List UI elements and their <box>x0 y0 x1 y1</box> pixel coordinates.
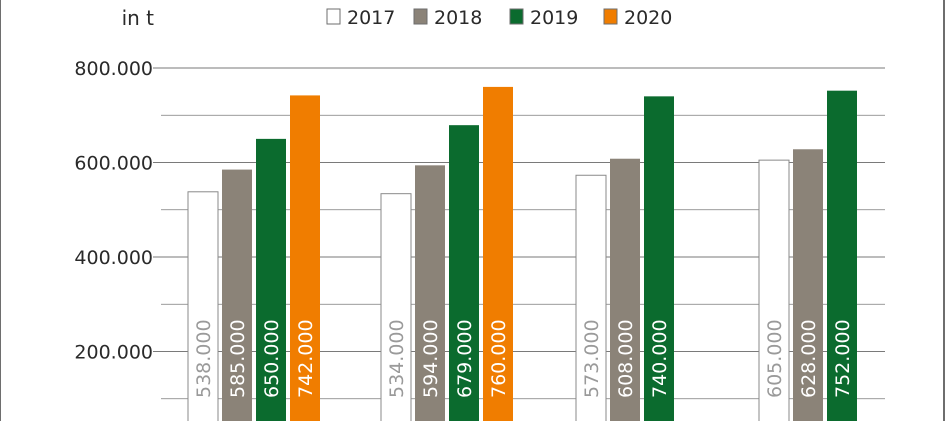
bar-value-label: 608.000 <box>615 319 637 398</box>
bar-value-label: 538.000 <box>193 319 215 398</box>
bar <box>644 96 674 421</box>
bar <box>610 158 640 421</box>
bar-value-label: 594.000 <box>420 319 442 398</box>
bar <box>290 95 320 421</box>
y-axis-label: in t <box>122 6 155 30</box>
y-tick-label: 800.000 <box>74 58 153 80</box>
bar <box>380 193 412 421</box>
bar-value-label: 605.000 <box>764 319 786 398</box>
y-tick-label: 200.000 <box>74 342 153 364</box>
bar <box>483 86 513 421</box>
legend-swatch <box>326 8 341 25</box>
bar-value-label: 740.000 <box>649 319 671 398</box>
y-tick-label: 400.000 <box>74 247 153 269</box>
bar <box>187 191 219 421</box>
legend-label: 2018 <box>434 7 482 29</box>
bar <box>256 138 286 421</box>
bar-value-label: 742.000 <box>295 319 317 398</box>
bar-value-label: 679.000 <box>454 319 476 398</box>
bar-value-label: 752.000 <box>832 319 854 398</box>
legend-label: 2020 <box>624 7 672 29</box>
bar-value-label: 534.000 <box>386 319 408 398</box>
legend-swatch <box>603 8 618 25</box>
legend-swatch <box>413 8 428 25</box>
bar-value-label: 628.000 <box>798 319 820 398</box>
bar <box>449 125 479 421</box>
bar <box>793 149 823 421</box>
legend-swatch <box>509 8 524 25</box>
bar <box>575 174 607 421</box>
bar-value-label: 573.000 <box>581 319 603 398</box>
bar-value-label: 585.000 <box>227 319 249 398</box>
bar <box>827 90 857 421</box>
y-tick-label: 600.000 <box>74 153 153 175</box>
bar-value-label: 650.000 <box>261 319 283 398</box>
bar-value-label: 760.000 <box>488 319 510 398</box>
legend-label: 2017 <box>347 7 395 29</box>
bar <box>758 159 790 421</box>
bar <box>415 165 445 421</box>
bar <box>222 169 252 421</box>
legend-label: 2019 <box>530 7 578 29</box>
